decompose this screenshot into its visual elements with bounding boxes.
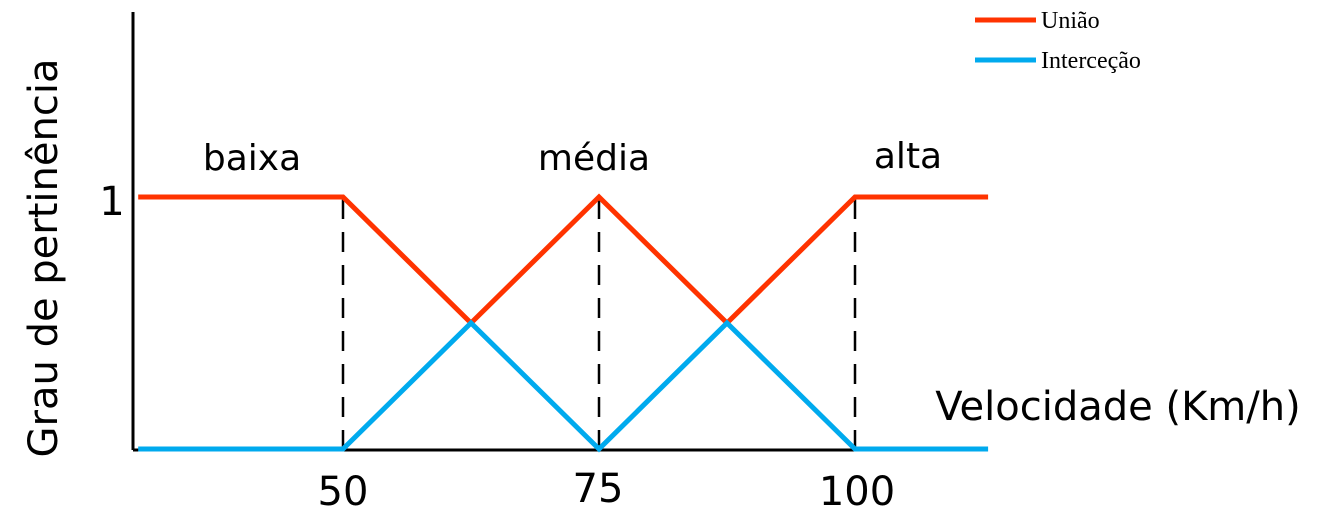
series-line-intercecao bbox=[138, 319, 989, 453]
set-label-media: média bbox=[538, 138, 650, 179]
x-tick-label: 75 bbox=[573, 466, 624, 512]
y-tick-label: 1 bbox=[99, 179, 124, 225]
x-axis-title: Velocidade (Km/h) bbox=[935, 384, 1300, 430]
x-tick-label: 50 bbox=[318, 469, 369, 514]
set-label-alta: alta bbox=[874, 136, 942, 177]
legend-label-uniao: União bbox=[1041, 8, 1100, 34]
reference-lines bbox=[341, 199, 857, 449]
series-line-uniao bbox=[138, 193, 989, 327]
set-label-baixa: baixa bbox=[203, 138, 301, 179]
y-axis-title: Grau de pertinência bbox=[21, 59, 67, 458]
legend: União Interceção bbox=[975, 8, 1141, 74]
legend-label-intercecao: Interceção bbox=[1041, 48, 1141, 74]
series-layer bbox=[138, 193, 989, 453]
x-tick-label: 100 bbox=[819, 469, 895, 514]
